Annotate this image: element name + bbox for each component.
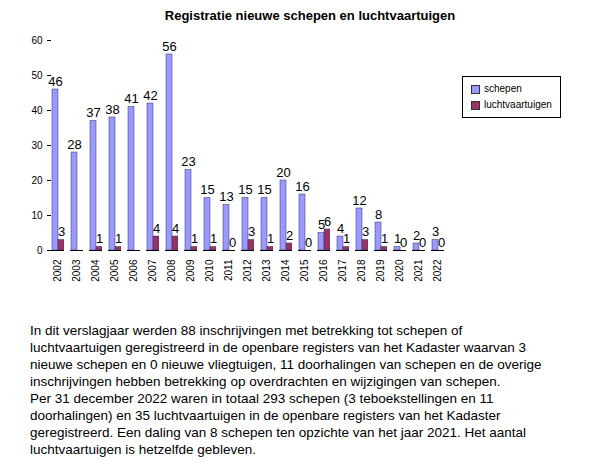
svg-text:2009: 2009 [185, 259, 196, 282]
svg-text:1: 1 [96, 231, 103, 246]
html-text:inschrijvingen hebben betrekki: inschrijvingen hebben betrekking op over… [30, 374, 501, 389]
svg-text:0: 0 [305, 235, 312, 250]
svg-text:15: 15 [200, 182, 214, 197]
svg-text:4: 4 [336, 220, 345, 236]
svg-text:10: 10 [31, 210, 43, 221]
html-text:Per 31 december 2022 waren in: Per 31 december 2022 waren in totaal 293… [30, 391, 494, 406]
svg-text:3: 3 [58, 224, 65, 239]
html-text:luchtvaartuigen is hetzelfde g: luchtvaartuigen is hetzelfde gebleven. [30, 442, 256, 457]
svg-text:50: 50 [31, 70, 43, 81]
svg-text:1: 1 [267, 231, 274, 246]
svg-text:3: 3 [248, 224, 255, 239]
svg-text:2: 2 [286, 228, 293, 243]
svg-text:1: 1 [191, 231, 198, 246]
html-text:Registratie nieuwe schepen en: Registratie nieuwe schepen en luchtvaart… [164, 8, 456, 23]
svg-text:40: 40 [31, 105, 43, 116]
svg-text:2: 2 [412, 227, 421, 243]
svg-text:1: 1 [343, 231, 350, 246]
svg-text:13: 13 [219, 189, 233, 204]
svg-text:5: 5 [317, 217, 326, 233]
svg-text:2003: 2003 [71, 259, 82, 282]
svg-text:4: 4 [172, 221, 179, 236]
svg-text:1: 1 [210, 231, 217, 246]
svg-text:3: 3 [362, 224, 369, 239]
svg-text:2015: 2015 [299, 259, 310, 282]
svg-text:2012: 2012 [242, 259, 253, 282]
svg-text:23: 23 [181, 154, 195, 169]
svg-text:2007: 2007 [147, 259, 158, 282]
svg-text:20: 20 [276, 165, 290, 180]
svg-text:38: 38 [105, 102, 119, 117]
svg-text:0: 0 [438, 235, 445, 250]
svg-text:16: 16 [295, 179, 309, 194]
svg-text:2005: 2005 [109, 259, 120, 282]
svg-text:6: 6 [324, 214, 331, 229]
svg-text:2011: 2011 [223, 259, 234, 281]
html-text:nieuwe schepen en 0 nieuwe vli: nieuwe schepen en 0 nieuwe vliegtuigen, … [30, 357, 542, 372]
svg-text:46: 46 [48, 74, 62, 89]
svg-text:41: 41 [124, 91, 138, 106]
svg-text:2017: 2017 [337, 259, 348, 282]
svg-text:8: 8 [375, 207, 382, 222]
svg-text:2018: 2018 [356, 259, 367, 282]
svg-text:60: 60 [31, 35, 43, 46]
svg-text:3: 3 [431, 224, 440, 240]
svg-text:2008: 2008 [166, 259, 177, 282]
svg-text:2004: 2004 [90, 259, 101, 282]
svg-text:12: 12 [352, 193, 366, 208]
svg-text:30: 30 [31, 140, 43, 151]
svg-text:28: 28 [67, 137, 81, 152]
svg-text:37: 37 [86, 105, 100, 120]
svg-text:1: 1 [393, 231, 402, 247]
html-text:luchtvaartuigen: luchtvaartuigen [484, 99, 552, 110]
svg-text:0: 0 [400, 235, 407, 250]
svg-text:0: 0 [419, 235, 426, 250]
svg-text:2006: 2006 [128, 259, 139, 282]
svg-text:56: 56 [162, 39, 176, 54]
svg-text:0: 0 [229, 235, 236, 250]
html-text:luchtvaartuigen geregistreerd: luchtvaartuigen geregistreerd in de open… [30, 340, 527, 355]
svg-text:2010: 2010 [204, 259, 215, 282]
svg-text:2014: 2014 [280, 259, 291, 282]
svg-text:2002: 2002 [52, 259, 63, 282]
svg-text:20: 20 [31, 175, 43, 186]
svg-text:15: 15 [257, 182, 271, 197]
svg-text:1: 1 [115, 231, 122, 246]
svg-text:42: 42 [143, 88, 157, 103]
html-text:In dit verslagjaar werden 88 i: In dit verslagjaar werden 88 inschrijvin… [30, 323, 463, 338]
svg-text:0: 0 [37, 245, 43, 256]
html-text:geregistreerd. Een daling van: geregistreerd. Een daling van 8 schepen … [30, 425, 527, 440]
svg-text:2016: 2016 [318, 259, 329, 282]
svg-text:2020: 2020 [394, 259, 405, 282]
svg-text:2013: 2013 [261, 259, 272, 282]
svg-text:15: 15 [238, 182, 252, 197]
svg-text:4: 4 [153, 221, 160, 236]
svg-text:2022: 2022 [432, 259, 443, 282]
svg-text:2019: 2019 [375, 259, 386, 282]
html-text:schepen: schepen [484, 83, 522, 94]
html-text:doorhalingen) en 35 luchtvaart: doorhalingen) en 35 luchtvaartuigen in d… [30, 408, 501, 423]
svg-text:1: 1 [381, 231, 388, 246]
svg-text:2021: 2021 [413, 259, 424, 282]
